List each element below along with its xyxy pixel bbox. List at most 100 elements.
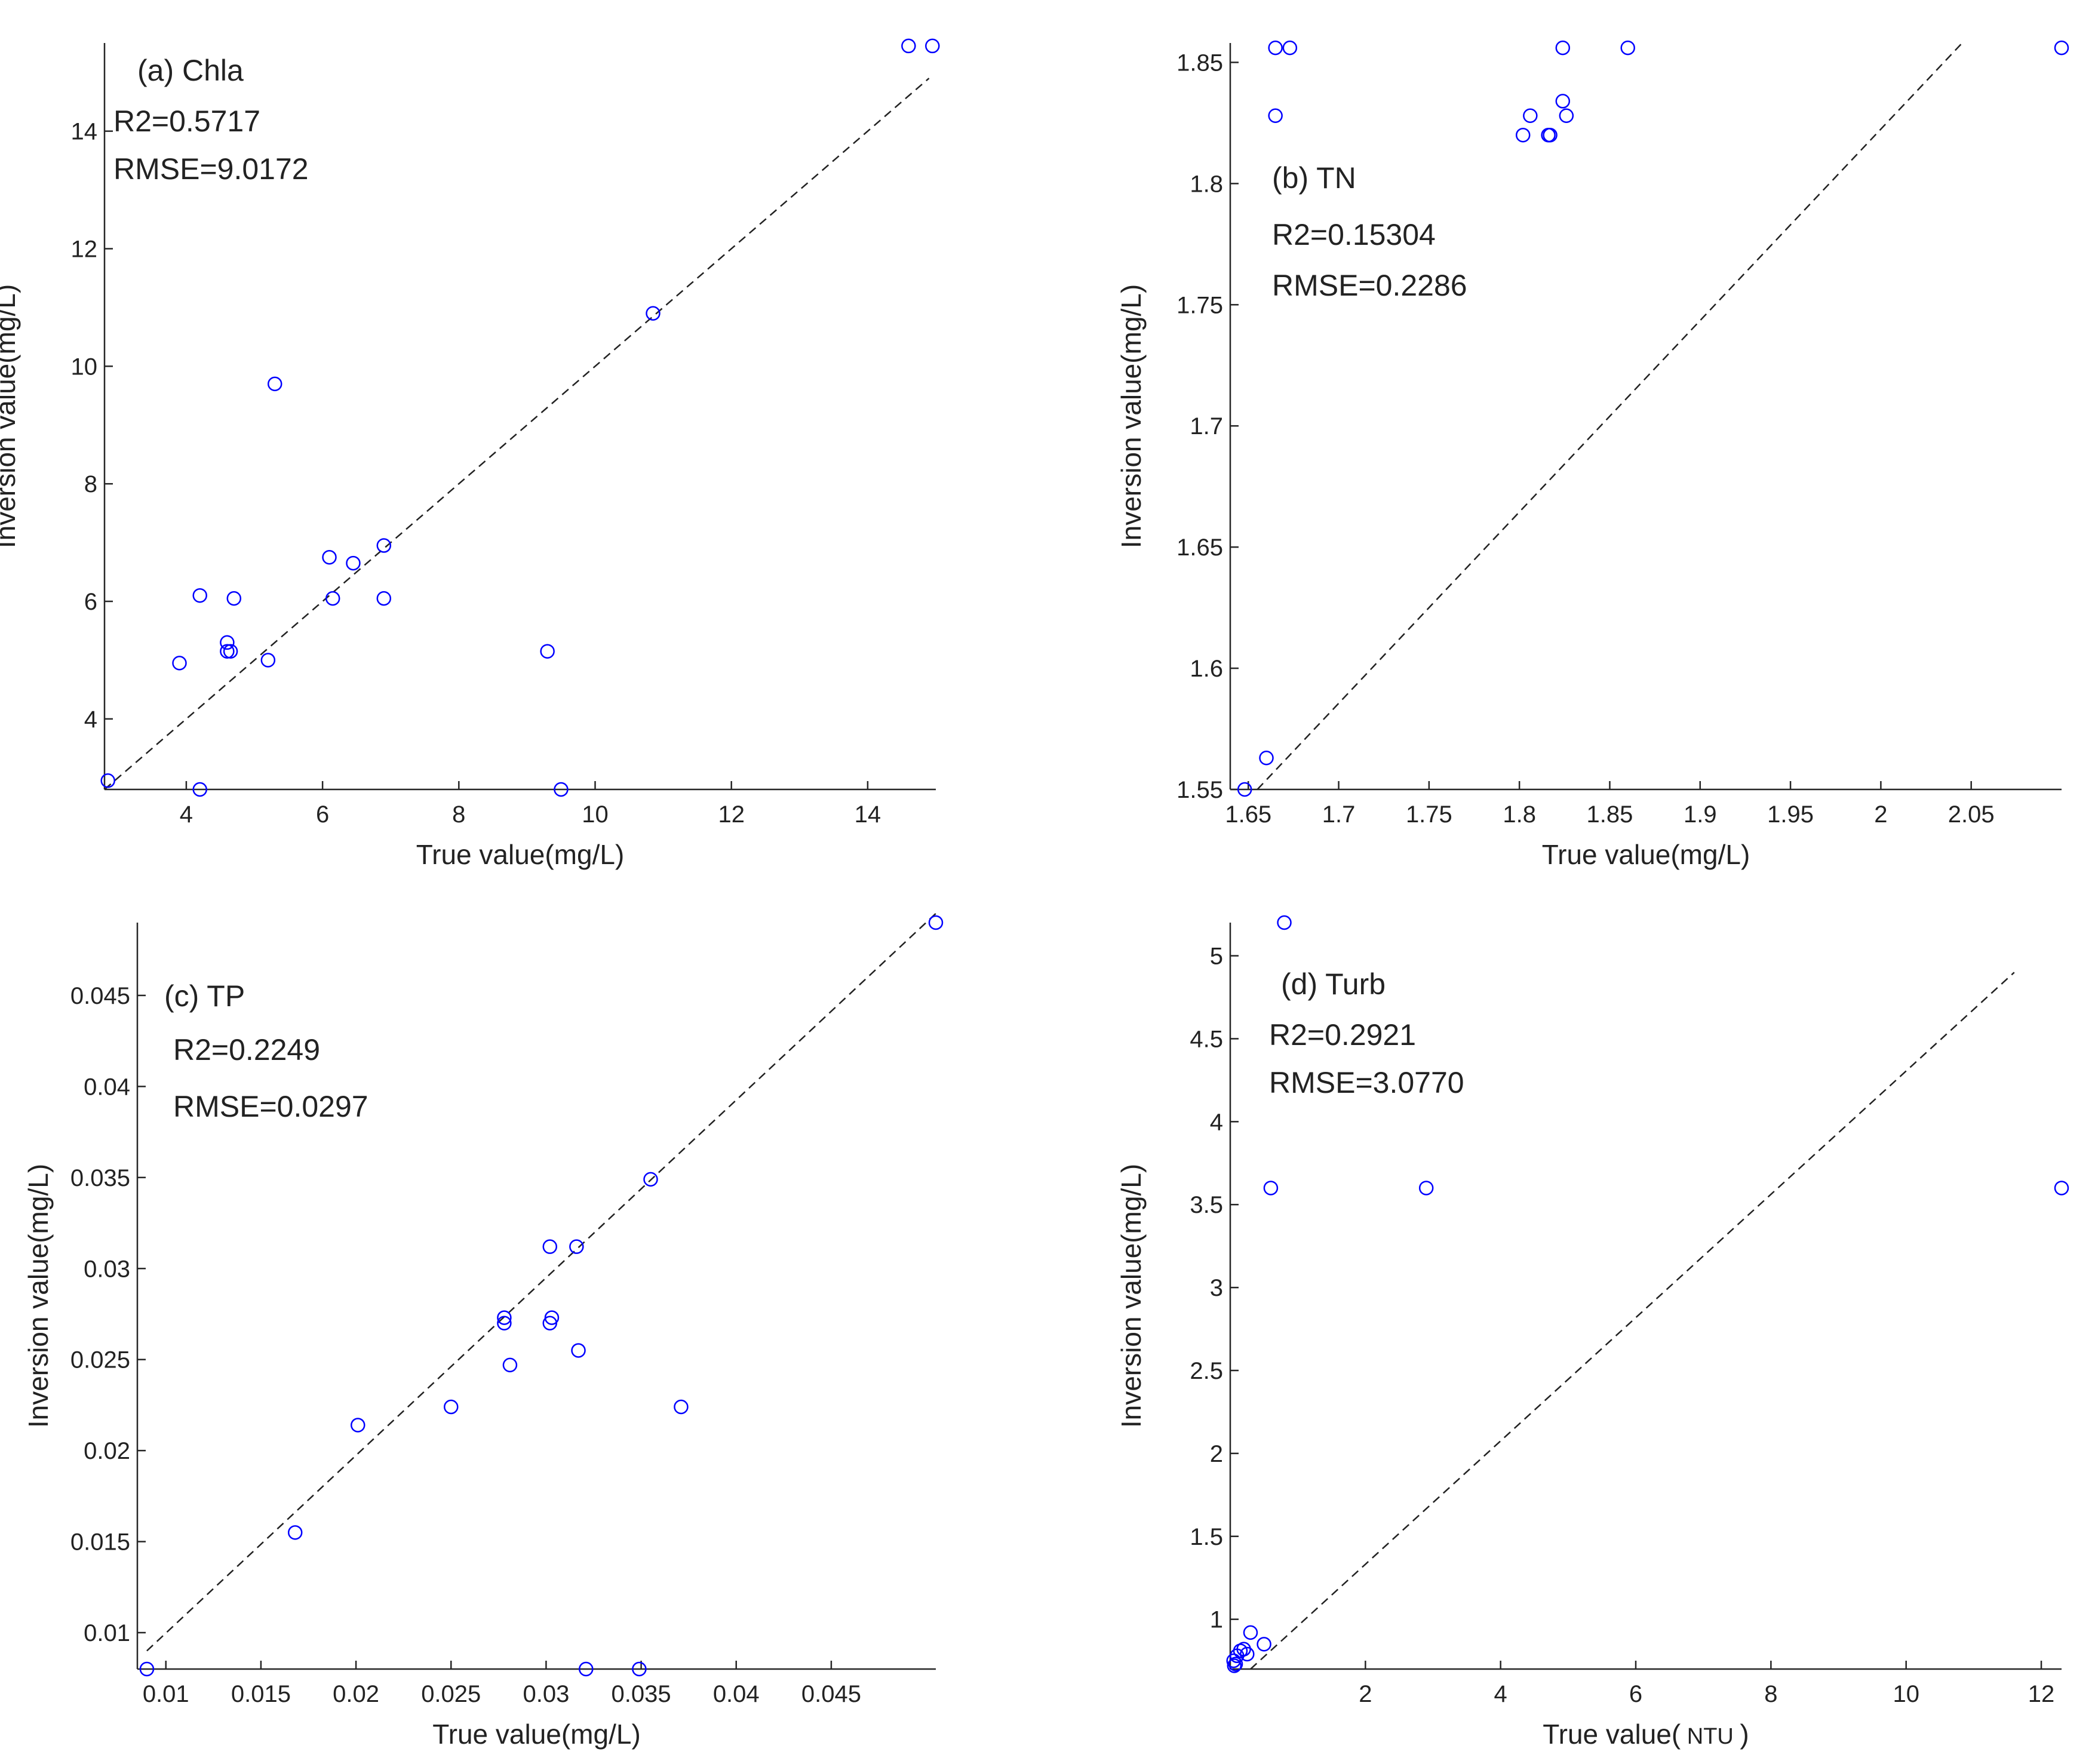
x-tick-label: 0.045: [801, 1681, 861, 1707]
y-axis-label: Inversion value(mg/L): [23, 1164, 54, 1428]
data-point: [571, 1343, 586, 1358]
y-tick-label: 14: [71, 119, 98, 145]
data-point: [901, 38, 916, 54]
y-tick-label: 2: [1210, 1441, 1223, 1467]
data-point: [925, 38, 940, 54]
data-point: [192, 782, 207, 797]
x-axis-label: True value(mg/L): [1542, 839, 1750, 870]
y-tick-label: 1.5: [1190, 1524, 1223, 1550]
x-tick-label: 8: [452, 801, 465, 828]
reference-line: [104, 78, 930, 790]
x-tick-label: 10: [1893, 1681, 1919, 1707]
data-point: [928, 915, 944, 930]
data-point: [1523, 108, 1538, 124]
data-point: [1243, 1625, 1258, 1640]
x-tick-label: 1.8: [1503, 801, 1536, 828]
panel-title: (c) TP: [164, 979, 245, 1013]
data-point: [220, 644, 235, 659]
x-tick-label: 0.01: [143, 1681, 189, 1707]
rmse-annotation: RMSE=9.0172: [113, 152, 309, 186]
r2-annotation: R2=0.2249: [173, 1033, 320, 1067]
data-point: [376, 591, 392, 606]
x-tick-label: 1.95: [1767, 801, 1814, 828]
x-tick-label: 2: [1874, 801, 1887, 828]
data-point: [2054, 1181, 2069, 1196]
data-point: [542, 1316, 558, 1330]
data-point: [569, 1239, 584, 1254]
data-point: [1559, 108, 1574, 124]
x-tick-label: 0.035: [612, 1681, 671, 1707]
panel-turb: 2 4 6 8 10 12 1 1.5 2 2.5 3 3.5 4 4.5 5 True value( NTU…: [1116, 915, 2069, 1750]
data-point: [674, 1399, 689, 1415]
y-tick-label: 1.55: [1176, 777, 1223, 803]
data-point: [139, 1661, 155, 1677]
panel-chla: 4 6 8 10 12 14 4 6 8 10 12 14 True value(mg/L) Invers…: [0, 38, 940, 870]
x-axis-label-unit: NTU: [1681, 1724, 1740, 1749]
rmse-annotation: RMSE=0.2286: [1272, 269, 1467, 302]
y-tick-label: 0.025: [70, 1347, 130, 1373]
x-tick-label: 1.9: [1684, 801, 1717, 828]
rmse-annotation: RMSE=3.0770: [1269, 1066, 1464, 1099]
data-point: [1257, 1637, 1271, 1652]
y-tick-label: 1.65: [1176, 534, 1223, 561]
x-tick-label: 1.85: [1587, 801, 1633, 828]
data-point: [1515, 127, 1531, 143]
x-tick-label: 0.02: [333, 1681, 379, 1707]
y-tick-label: 1.6: [1190, 656, 1223, 682]
panel-title: (a) Chla: [137, 54, 244, 87]
y-tick-label: 3: [1210, 1275, 1223, 1301]
y-tick-label: 3.5: [1190, 1192, 1223, 1218]
data-point: [1268, 108, 1283, 124]
data-point: [1555, 40, 1571, 56]
data-point: [497, 1310, 512, 1325]
y-tick-label: 4.5: [1190, 1026, 1223, 1052]
y-tick-label: 8: [84, 471, 97, 497]
y-tick-label: 10: [71, 354, 98, 380]
data-point: [1240, 1646, 1255, 1662]
y-tick-label: 4: [1210, 1109, 1223, 1135]
data-point: [223, 644, 238, 659]
r2-annotation: R2=0.15304: [1272, 218, 1436, 251]
y-tick-label: 1.85: [1176, 50, 1223, 76]
r2-annotation: R2=0.5717: [113, 105, 260, 138]
x-tick-label: 1.75: [1406, 801, 1452, 828]
data-point: [172, 656, 187, 671]
data-point: [542, 1239, 558, 1254]
x-tick-label: 1.7: [1322, 801, 1356, 828]
y-tick-label: 0.03: [84, 1256, 130, 1282]
y-tick-label: 0.035: [70, 1165, 130, 1191]
reference-line: [1250, 972, 2015, 1670]
y-tick-label: 1.75: [1176, 292, 1223, 318]
data-point: [220, 635, 235, 650]
x-tick-label: 1.65: [1225, 801, 1271, 828]
data-point: [540, 644, 555, 659]
data-point: [351, 1418, 365, 1433]
data-point: [1263, 1181, 1279, 1196]
x-tick-label: 0.03: [523, 1681, 569, 1707]
data-point: [287, 1525, 303, 1540]
data-point: [1227, 1658, 1242, 1673]
panel-tp: 0.01 0.015 0.02 0.025 0.03 0.035 0.04 0.045 0.01…: [23, 912, 944, 1750]
y-tick-label: 4: [84, 706, 97, 733]
data-point: [1226, 1653, 1241, 1668]
data-point: [267, 376, 282, 392]
y-tick-label: 12: [71, 236, 98, 262]
data-point: [632, 1661, 647, 1677]
x-tick-label: 0.025: [421, 1681, 481, 1707]
data-point: [643, 1172, 658, 1187]
x-axis-label: True value(mg/L): [432, 1719, 641, 1750]
data-point: [322, 549, 337, 565]
x-tick-label: 4: [1494, 1681, 1507, 1707]
x-tick-label: 14: [855, 801, 881, 828]
data-point: [1555, 94, 1571, 109]
data-point: [100, 773, 115, 788]
data-point: [579, 1661, 594, 1677]
data-point: [192, 588, 207, 603]
y-axis-label: Inversion value(mg/L): [1116, 284, 1147, 548]
data-point: [502, 1357, 518, 1373]
data-point: [346, 555, 361, 571]
x-axis-label-close: ): [1740, 1719, 1749, 1750]
x-tick-label: 4: [180, 801, 193, 828]
data-point: [1277, 915, 1292, 930]
y-axis-label: Inversion value(mg/L): [1116, 1164, 1147, 1428]
